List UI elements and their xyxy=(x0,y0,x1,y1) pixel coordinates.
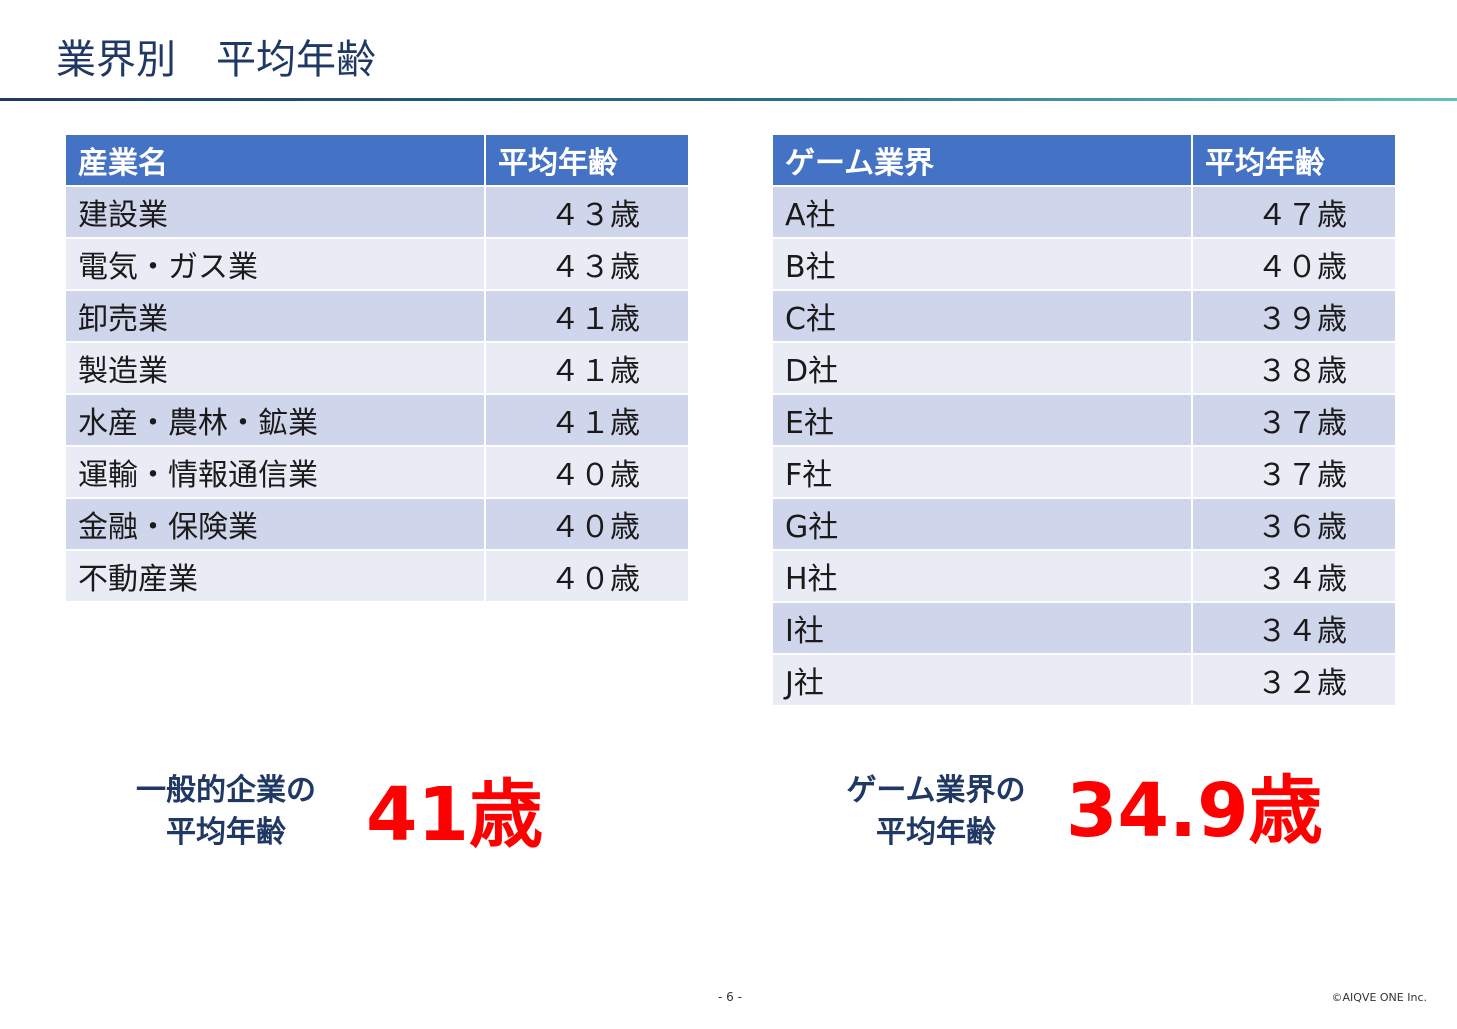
copyright-notice: ©AIQVE ONE Inc. xyxy=(1331,991,1428,1004)
game-average-label-line2: 平均年齢 xyxy=(876,815,996,850)
company-name-cell: J社 xyxy=(771,653,1193,707)
page-title: 業界別 平均年齢 xyxy=(56,37,376,83)
company-name-cell: F社 xyxy=(771,445,1193,499)
industry-name-cell: 卸売業 xyxy=(64,289,486,343)
table-row: 金融・保険業 ４０歳 xyxy=(64,497,690,551)
game-industry-age-table: ゲーム業界 平均年齢 A社 ４７歳 B社 ４０歳 C社 ３９歳 D社 ３８歳 E… xyxy=(771,133,1397,707)
title-divider xyxy=(0,98,1457,101)
table-row: 電気・ガス業 ４３歳 xyxy=(64,237,690,291)
average-age-cell: ４１歳 xyxy=(484,289,690,343)
table-row: C社 ３９歳 xyxy=(771,289,1397,343)
average-age-cell: ３４歳 xyxy=(1191,549,1397,603)
average-age-cell: ３７歳 xyxy=(1191,393,1397,447)
company-name-cell: H社 xyxy=(771,549,1193,603)
average-age-cell: ３２歳 xyxy=(1191,653,1397,707)
company-name-cell: D社 xyxy=(771,341,1193,395)
column-header-industry: 産業名 xyxy=(64,133,486,187)
table-row: 水産・農林・鉱業 ４１歳 xyxy=(64,393,690,447)
average-age-cell: ４３歳 xyxy=(484,237,690,291)
table-row: 建設業 ４３歳 xyxy=(64,185,690,239)
average-age-cell: ４７歳 xyxy=(1191,185,1397,239)
average-age-cell: ３６歳 xyxy=(1191,497,1397,551)
industry-name-cell: 水産・農林・鉱業 xyxy=(64,393,486,447)
table-header-row: 産業名 平均年齢 xyxy=(64,133,690,187)
industry-name-cell: 建設業 xyxy=(64,185,486,239)
general-average-label-line1: 一般的企業の xyxy=(136,773,316,808)
average-age-cell: ３４歳 xyxy=(1191,601,1397,655)
table-header-row: ゲーム業界 平均年齢 xyxy=(771,133,1397,187)
column-header-average-age: 平均年齢 xyxy=(484,133,690,187)
table-row: I社 ３４歳 xyxy=(771,601,1397,655)
table-row: B社 ４０歳 xyxy=(771,237,1397,291)
average-age-cell: ４３歳 xyxy=(484,185,690,239)
industry-name-cell: 製造業 xyxy=(64,341,486,395)
table-row: 卸売業 ４１歳 xyxy=(64,289,690,343)
company-name-cell: I社 xyxy=(771,601,1193,655)
average-age-cell: ４０歳 xyxy=(484,497,690,551)
table-row: F社 ３７歳 xyxy=(771,445,1397,499)
general-average-value: 41歳 xyxy=(366,772,543,858)
table-row: 不動産業 ４０歳 xyxy=(64,549,690,603)
industry-name-cell: 電気・ガス業 xyxy=(64,237,486,291)
game-average-value: 34.9歳 xyxy=(1066,768,1323,854)
page-number: - 6 - xyxy=(718,990,742,1004)
average-age-cell: ３９歳 xyxy=(1191,289,1397,343)
game-average-label-line1: ゲーム業界の xyxy=(846,773,1026,808)
column-header-average-age: 平均年齢 xyxy=(1191,133,1397,187)
industry-name-cell: 金融・保険業 xyxy=(64,497,486,551)
game-average-label: ゲーム業界の 平均年齢 xyxy=(826,770,1046,854)
table-row: H社 ３４歳 xyxy=(771,549,1397,603)
industry-age-table: 産業名 平均年齢 建設業 ４３歳 電気・ガス業 ４３歳 卸売業 ４１歳 製造業 … xyxy=(64,133,690,603)
general-average-label: 一般的企業の 平均年齢 xyxy=(116,770,336,854)
average-age-cell: ３８歳 xyxy=(1191,341,1397,395)
average-age-cell: ３７歳 xyxy=(1191,445,1397,499)
table-row: J社 ３２歳 xyxy=(771,653,1397,707)
average-age-cell: ４０歳 xyxy=(484,445,690,499)
company-name-cell: A社 xyxy=(771,185,1193,239)
industry-name-cell: 運輸・情報通信業 xyxy=(64,445,486,499)
column-header-game-industry: ゲーム業界 xyxy=(771,133,1193,187)
table-row: A社 ４７歳 xyxy=(771,185,1397,239)
average-age-cell: ４０歳 xyxy=(484,549,690,603)
table-row: 運輸・情報通信業 ４０歳 xyxy=(64,445,690,499)
table-row: D社 ３８歳 xyxy=(771,341,1397,395)
table-row: G社 ３６歳 xyxy=(771,497,1397,551)
company-name-cell: E社 xyxy=(771,393,1193,447)
company-name-cell: B社 xyxy=(771,237,1193,291)
industry-name-cell: 不動産業 xyxy=(64,549,486,603)
table-row: E社 ３７歳 xyxy=(771,393,1397,447)
table-row: 製造業 ４１歳 xyxy=(64,341,690,395)
average-age-cell: ４１歳 xyxy=(484,341,690,395)
average-age-cell: ４１歳 xyxy=(484,393,690,447)
company-name-cell: G社 xyxy=(771,497,1193,551)
general-average-label-line2: 平均年齢 xyxy=(166,815,286,850)
average-age-cell: ４０歳 xyxy=(1191,237,1397,291)
company-name-cell: C社 xyxy=(771,289,1193,343)
